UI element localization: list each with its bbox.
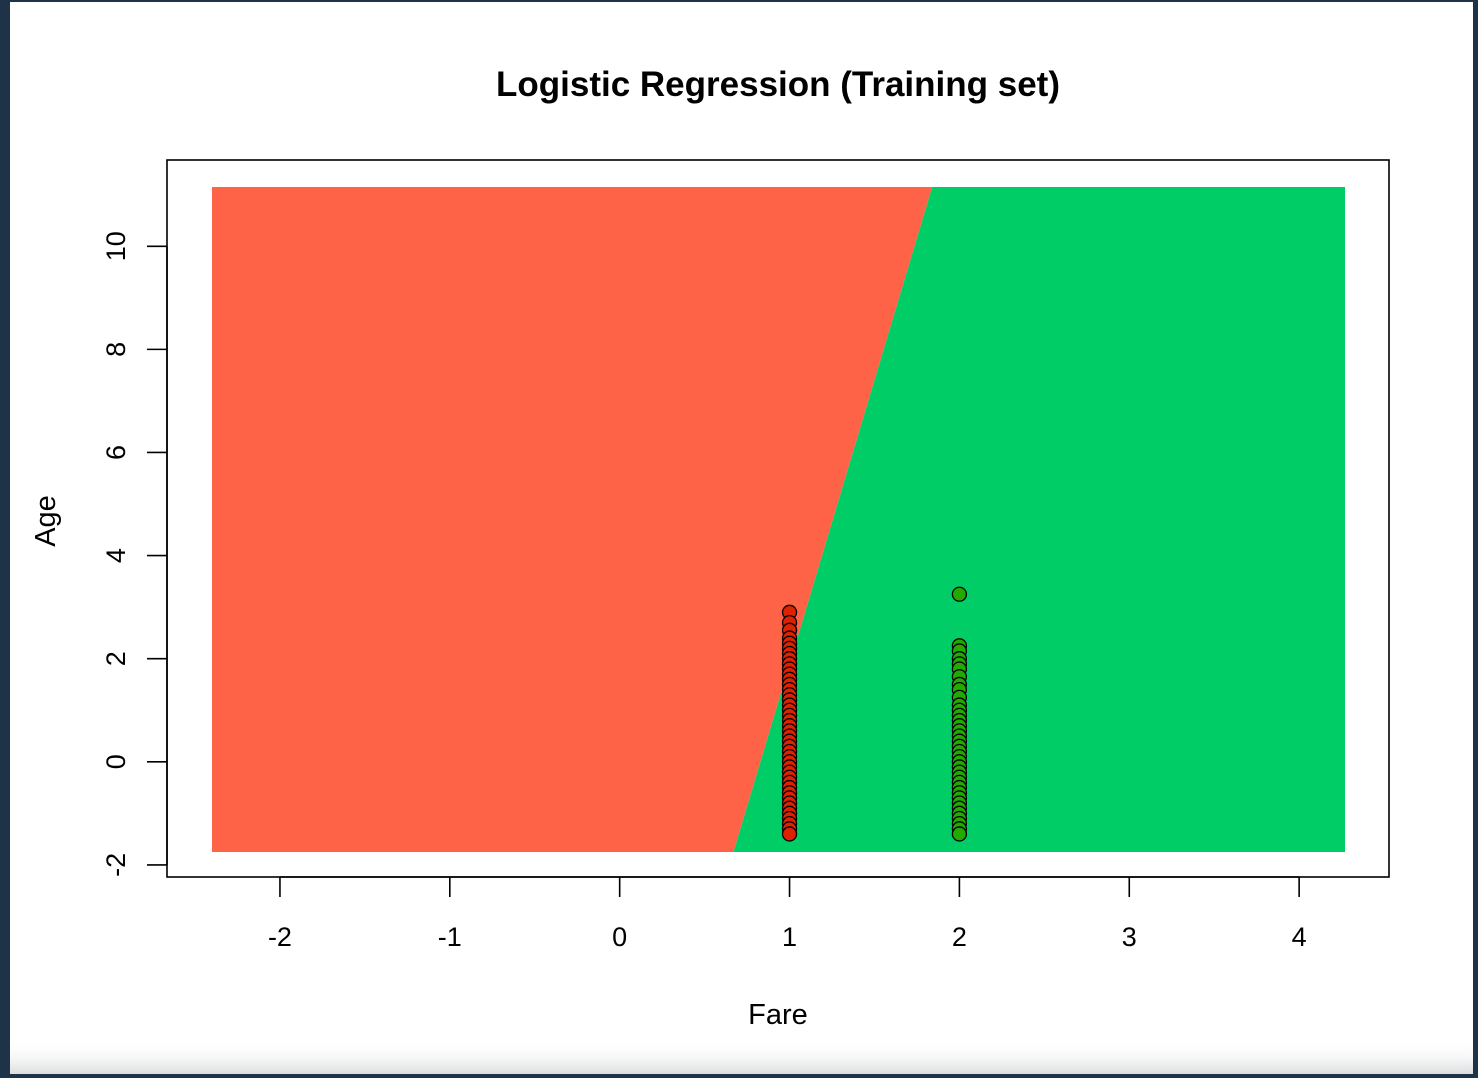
- y-tick-label: 0: [101, 754, 131, 769]
- y-axis: -2 0 2 4 6 8 10: [101, 231, 168, 877]
- decision-regions: [212, 187, 1345, 852]
- data-point: [951, 586, 968, 602]
- y-tick-label: 2: [101, 651, 131, 666]
- chart-title: Logistic Regression (Training set): [496, 65, 1060, 104]
- x-tick-label: 1: [782, 922, 797, 952]
- x-tick-label: 4: [1292, 922, 1307, 952]
- data-points: [781, 586, 968, 842]
- x-tick-label: 3: [1122, 922, 1137, 952]
- x-tick-label: -2: [268, 922, 292, 952]
- plot-window: Logistic Regression (Training set) -2 -1 0…: [10, 2, 1473, 1074]
- x-tick-label: -1: [438, 922, 462, 952]
- y-tick-label: 10: [101, 231, 131, 261]
- y-tick-label: 8: [101, 342, 131, 357]
- y-tick-label: 4: [101, 548, 131, 563]
- chart: Logistic Regression (Training set) -2 -1 0…: [30, 65, 1390, 1031]
- x-axis-label: Fare: [748, 999, 808, 1031]
- y-tick-label: 6: [101, 445, 131, 460]
- y-axis-label: Age: [30, 495, 62, 547]
- data-point: [781, 826, 798, 842]
- x-axis: -2 -1 0 1 2 3 4: [268, 876, 1307, 952]
- data-point: [951, 826, 968, 842]
- x-tick-label: 2: [952, 922, 967, 952]
- y-tick-label: -2: [101, 853, 131, 877]
- x-tick-label: 0: [612, 922, 627, 952]
- region-class-1: [733, 187, 1345, 852]
- region-class-0: [212, 187, 933, 852]
